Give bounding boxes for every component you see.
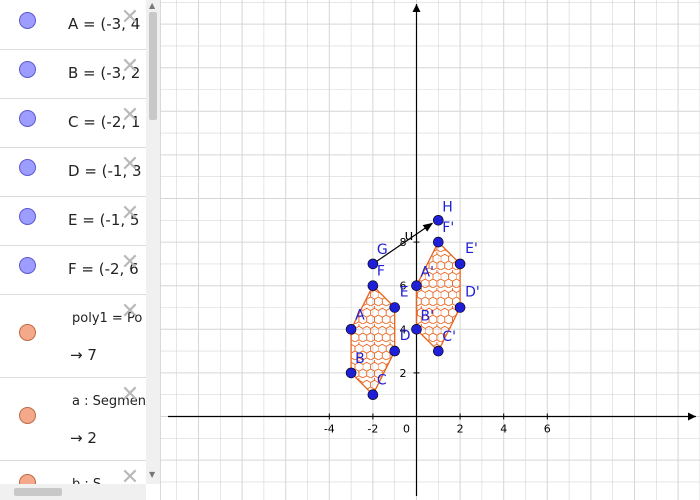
- x-axis-arrow-icon: [688, 412, 696, 421]
- algebra-item[interactable]: B = (-3, 2 ✕: [0, 49, 146, 99]
- polygon-poly1[interactable]: [350, 284, 396, 396]
- point-b-prime[interactable]: [411, 323, 422, 335]
- visibility-toggle-icon[interactable]: [19, 61, 36, 78]
- vertical-scrollbar[interactable]: ▲ ▼: [146, 0, 160, 484]
- point-g[interactable]: [367, 258, 379, 270]
- algebra-item-value: → 2: [70, 429, 97, 447]
- point-d-prime[interactable]: [454, 302, 466, 313]
- graphics-view[interactable]: -4-202462468uABCDEFA'B'C'D'E'F'GH: [160, 0, 700, 500]
- visibility-toggle-icon[interactable]: [19, 12, 36, 29]
- visibility-toggle-icon[interactable]: [19, 159, 36, 176]
- algebra-item-label[interactable]: C = (-2, 1: [68, 113, 141, 131]
- x-tick-label: -4: [324, 423, 335, 436]
- algebra-item-label[interactable]: D = (-1, 3: [68, 162, 142, 180]
- y-tick-label: 6: [400, 280, 407, 293]
- y-tick-label: 4: [400, 323, 407, 336]
- point-e[interactable]: [389, 302, 400, 313]
- algebra-item-label[interactable]: a : Segmen: [72, 394, 146, 409]
- point-label: B: [355, 351, 365, 367]
- x-tick-label: 6: [544, 423, 551, 436]
- point-label: E': [465, 241, 478, 257]
- algebra-item-label[interactable]: E = (-1, 5: [68, 211, 140, 229]
- graphics-canvas[interactable]: -4-202462468uABCDEFA'B'C'D'E'F'GH: [160, 0, 700, 500]
- point-c[interactable]: [367, 389, 379, 401]
- algebra-item-label[interactable]: B = (-3, 2: [68, 64, 141, 82]
- point-c-prime[interactable]: [432, 345, 444, 357]
- y-tick-label: 2: [400, 367, 407, 380]
- point-label: G: [377, 242, 388, 258]
- delete-icon[interactable]: ✕: [120, 54, 140, 79]
- horizontal-scrollbar-thumb[interactable]: [14, 488, 62, 496]
- delete-icon[interactable]: ✕: [120, 250, 140, 275]
- point-label: F': [442, 220, 454, 236]
- x-tick-label: 0: [403, 423, 410, 436]
- algebra-item-label[interactable]: A = (-3, 4: [68, 15, 141, 33]
- point-a-prime[interactable]: [411, 280, 422, 292]
- point-label: H: [442, 199, 453, 215]
- point-f[interactable]: [367, 280, 379, 292]
- point-label: B': [421, 308, 434, 324]
- point-h[interactable]: [432, 215, 444, 226]
- x-tick-label: 4: [500, 423, 507, 436]
- y-axis-arrow-icon: [412, 4, 421, 12]
- algebra-item[interactable]: F = (-2, 6 ✕: [0, 245, 146, 295]
- delete-icon[interactable]: ✕: [120, 152, 140, 177]
- point-label: A: [355, 307, 365, 323]
- point-label: D': [465, 285, 480, 301]
- point-label: D: [400, 328, 411, 344]
- point-label: E: [400, 285, 409, 301]
- vertical-scrollbar-thumb[interactable]: [149, 12, 157, 120]
- delete-icon[interactable]: ✕: [120, 5, 140, 30]
- point-label: A': [421, 265, 434, 281]
- algebra-item[interactable]: poly1 = Po → 7 ✕: [0, 294, 146, 378]
- delete-icon[interactable]: ✕: [120, 382, 140, 407]
- x-tick-label: -2: [367, 423, 378, 436]
- algebra-item-value: → 7: [70, 346, 97, 364]
- visibility-toggle-icon[interactable]: [19, 324, 36, 341]
- algebra-item[interactable]: C = (-2, 1 ✕: [0, 98, 146, 148]
- point-label: C': [442, 329, 456, 345]
- point-e-prime[interactable]: [454, 258, 466, 270]
- point-label: F: [377, 264, 385, 280]
- x-tick-label: 2: [457, 423, 464, 436]
- delete-icon[interactable]: ✕: [120, 201, 140, 226]
- algebra-item[interactable]: A = (-3, 4 ✕: [0, 0, 146, 50]
- vector-u-label: u: [405, 228, 414, 244]
- point-a[interactable]: [345, 323, 357, 335]
- point-b[interactable]: [345, 367, 357, 379]
- delete-icon[interactable]: ✕: [120, 465, 140, 490]
- algebra-item-label[interactable]: poly1 = Po: [72, 311, 143, 326]
- point-f-prime[interactable]: [432, 236, 444, 248]
- horizontal-scrollbar[interactable]: [0, 484, 146, 500]
- algebra-item-label[interactable]: F = (-2, 6: [68, 260, 139, 278]
- delete-icon[interactable]: ✕: [120, 299, 140, 324]
- visibility-toggle-icon[interactable]: [19, 407, 36, 424]
- visibility-toggle-icon[interactable]: [19, 110, 36, 127]
- scroll-up-icon[interactable]: ▲: [149, 1, 156, 10]
- visibility-toggle-icon[interactable]: [19, 257, 36, 274]
- point-d[interactable]: [389, 345, 400, 357]
- vector-u[interactable]: [372, 222, 434, 265]
- algebra-item[interactable]: D = (-1, 3 ✕: [0, 147, 146, 197]
- scroll-down-icon[interactable]: ▼: [149, 470, 156, 479]
- algebra-item[interactable]: E = (-1, 5 ✕: [0, 196, 146, 246]
- visibility-toggle-icon[interactable]: [19, 208, 36, 225]
- algebra-view: A = (-3, 4 ✕ B = (-3, 2 ✕ C = (-2, 1 ✕ D = (-1…: [0, 0, 161, 500]
- delete-icon[interactable]: ✕: [120, 103, 140, 128]
- point-label: C: [377, 373, 387, 389]
- algebra-item[interactable]: a : Segmen → 2 ✕: [0, 377, 146, 461]
